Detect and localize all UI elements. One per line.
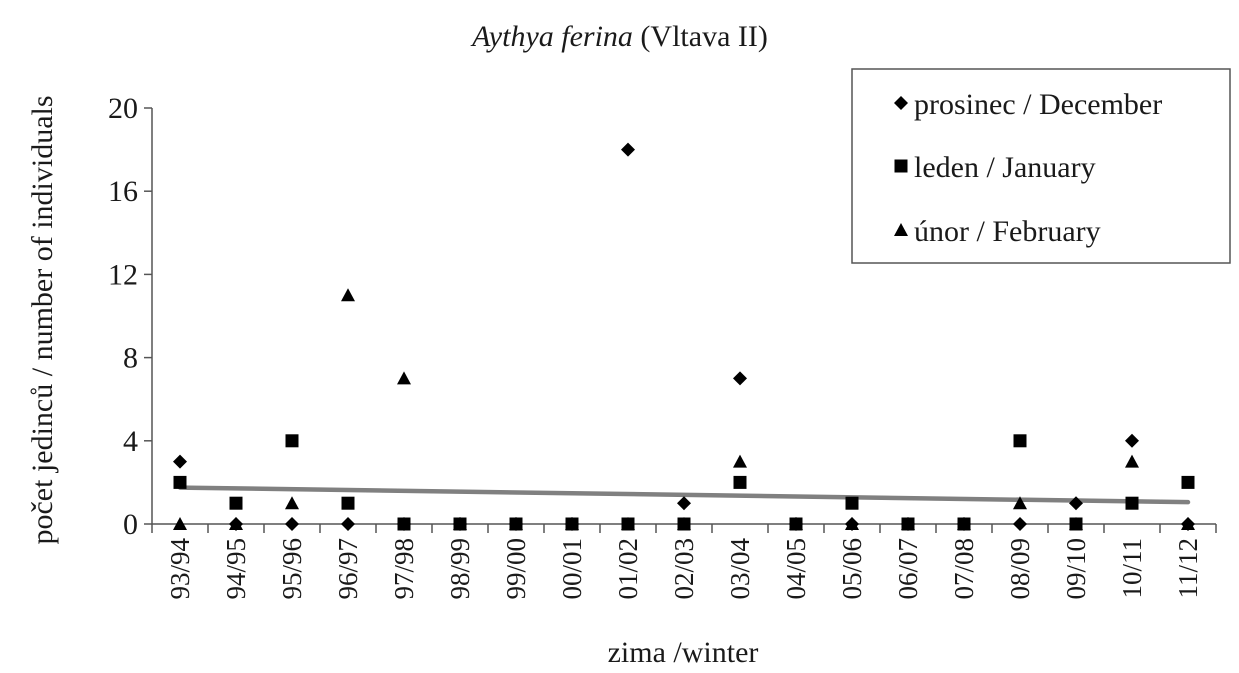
triangle-point xyxy=(341,288,355,302)
triangle-point xyxy=(565,517,579,530)
legend-box xyxy=(851,68,1231,264)
triangle-point xyxy=(621,517,635,530)
x-axis-label: zima /winter xyxy=(608,636,759,669)
triangle-point xyxy=(453,517,467,530)
x-tick-label: 09/10 xyxy=(1061,538,1091,600)
chart-title-location: (Vltava II) xyxy=(633,20,768,53)
legend-marker-diamond xyxy=(894,96,908,110)
x-tick-label: 97/98 xyxy=(389,538,419,600)
square-point xyxy=(229,496,243,510)
x-tick-label: 11/12 xyxy=(1173,538,1203,599)
diamond-point xyxy=(173,454,187,469)
x-tick-label: 03/04 xyxy=(725,538,755,600)
diamond-point xyxy=(341,517,355,531)
x-tick-label: 93/94 xyxy=(165,538,195,600)
square-point xyxy=(341,496,355,510)
x-tick-label: 10/11 xyxy=(1117,538,1147,599)
x-tick-label: 04/05 xyxy=(781,538,811,600)
series-square xyxy=(173,434,1195,531)
diamond-point xyxy=(621,142,635,157)
triangle-point xyxy=(509,517,523,530)
square-point xyxy=(733,475,747,489)
square-point xyxy=(285,434,299,448)
diamond-point xyxy=(733,371,747,386)
square-point xyxy=(845,496,859,510)
y-tick-label: 12 xyxy=(108,258,138,291)
triangle-point xyxy=(1181,517,1195,530)
square-point xyxy=(173,475,187,489)
x-axis: 93/94 94/95 95/96 96/97 97/98 98/99 99/00 00/01… xyxy=(151,523,1217,600)
triangle-point xyxy=(677,517,691,530)
x-tick-label: 00/01 xyxy=(557,538,587,600)
x-tick-label: 94/95 xyxy=(221,538,251,600)
x-tick-label: 08/09 xyxy=(1005,538,1035,600)
triangle-point xyxy=(845,517,859,530)
y-tick-label: 4 xyxy=(123,425,138,458)
y-tick-label: 8 xyxy=(123,342,138,375)
x-tick-label: 05/06 xyxy=(837,538,867,600)
legend: prosinec / December leden / January únor /… xyxy=(851,68,1231,264)
x-tick-label: 06/07 xyxy=(893,538,923,600)
chart-title: Aythya ferina (Vltava II) xyxy=(470,20,768,53)
data-points xyxy=(173,142,1195,531)
legend-label: prosinec / December xyxy=(914,88,1162,121)
x-tick-label: 96/97 xyxy=(333,538,363,600)
triangle-point xyxy=(733,454,747,468)
legend-marker-square xyxy=(894,159,908,173)
triangle-point xyxy=(173,517,187,530)
diamond-point xyxy=(1125,433,1139,448)
series-triangle xyxy=(173,288,1195,530)
triangle-point xyxy=(229,517,243,530)
chart-title-species: Aythya ferina xyxy=(470,20,633,53)
diamond-point xyxy=(677,496,691,511)
y-axis: 0 4 8 12 16 20 xyxy=(108,92,153,541)
triangle-point xyxy=(901,517,915,530)
x-tick-label: 07/08 xyxy=(949,538,979,600)
diamond-point xyxy=(285,517,299,531)
x-tick-label: 02/03 xyxy=(669,538,699,600)
triangle-point xyxy=(285,496,299,510)
diamond-point xyxy=(1013,517,1027,531)
x-tick-label: 01/02 xyxy=(613,538,643,600)
y-tick-label: 20 xyxy=(108,92,138,125)
triangle-point xyxy=(1125,454,1139,468)
legend-label: únor / February xyxy=(914,215,1101,248)
x-tick-label: 95/96 xyxy=(277,538,307,600)
legend-marker-triangle xyxy=(894,223,908,236)
x-tick-label: 98/99 xyxy=(445,538,475,600)
triangle-point xyxy=(1069,517,1083,530)
legend-label: leden / January xyxy=(914,151,1096,184)
square-point xyxy=(1181,475,1195,489)
square-point xyxy=(1013,434,1027,448)
square-point xyxy=(397,517,411,531)
y-tick-label: 0 xyxy=(123,508,138,541)
y-axis-label: počet jedinců / number of individuals xyxy=(26,95,59,544)
triangle-point xyxy=(789,517,803,530)
x-tick-label: 99/00 xyxy=(501,538,531,600)
y-tick-label: 16 xyxy=(108,175,138,208)
triangle-point xyxy=(397,371,411,385)
square-point xyxy=(1125,496,1139,510)
triangle-point xyxy=(1013,496,1027,510)
triangle-point xyxy=(957,517,971,530)
diamond-point xyxy=(1069,496,1083,511)
